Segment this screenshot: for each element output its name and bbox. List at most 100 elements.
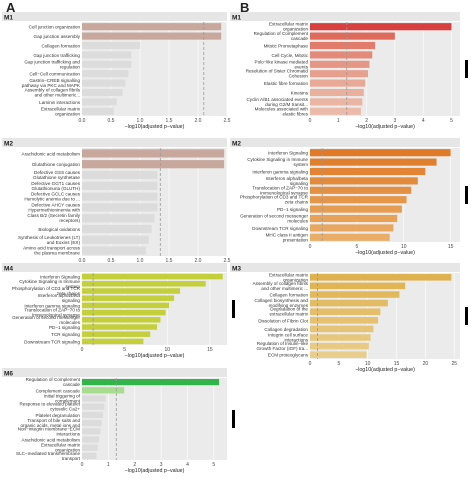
x-axis-label: −log10(adjusted p−value) xyxy=(125,124,185,130)
category-label: Translocation of ZAP−70 to Immunological … xyxy=(24,308,80,318)
category-label: Laminin interactions xyxy=(39,100,81,105)
bar xyxy=(82,428,101,435)
x-tick-label: 4 xyxy=(186,462,189,468)
category-label: Cytokine Signaling in Immune system xyxy=(247,157,308,167)
bar xyxy=(310,32,395,40)
category-label: Elastic fibre formation xyxy=(264,81,309,86)
x-tick-label: 25 xyxy=(451,361,457,367)
category-label: PD−1 signaling xyxy=(49,325,80,330)
bar xyxy=(310,158,437,166)
x-tick-label: 3 xyxy=(160,462,163,468)
bar xyxy=(310,79,366,87)
x-tick-label: 5 xyxy=(450,118,453,124)
panel-title: M4 xyxy=(4,266,13,273)
bar xyxy=(82,444,98,451)
bar xyxy=(82,41,140,50)
panel-title: M6 xyxy=(4,371,13,378)
x-tick-label: 5 xyxy=(212,462,215,468)
bar xyxy=(310,351,367,358)
bar xyxy=(82,98,117,106)
category-label: Biological oxidations xyxy=(38,227,80,232)
x-tick-label: 5 xyxy=(123,347,126,353)
color-legend-bar xyxy=(465,307,468,325)
bar xyxy=(310,282,406,290)
category-label: Interferon alpha/beta signaling xyxy=(266,176,309,186)
category-label: Platelet degranulation xyxy=(36,413,81,418)
chart-panel-7: M3 Extracellular matrix organizationAssemb… xyxy=(230,263,468,373)
panel-title: M2 xyxy=(232,141,241,148)
bar xyxy=(82,378,220,386)
bar xyxy=(310,149,451,157)
category-label: Gap junction trafficking and regulation xyxy=(24,59,80,69)
panel-title: M1 xyxy=(232,15,241,22)
category-label: Class B/2 (Secretin family receptors) xyxy=(27,213,80,223)
bar xyxy=(310,60,370,68)
bar xyxy=(82,387,125,394)
x-axis-label: −log10(adjusted p−value) xyxy=(355,250,415,256)
category-label: Kinesins xyxy=(291,91,309,96)
bar xyxy=(82,32,222,40)
bar xyxy=(82,273,223,280)
category-label: Collagen formation xyxy=(41,44,80,49)
bar xyxy=(310,23,452,31)
x-tick-label: 1 xyxy=(107,462,110,468)
bar xyxy=(310,317,379,324)
panel-title-strip xyxy=(230,263,460,272)
x-axis-label: −log10(adjusted p−value) xyxy=(355,367,415,373)
bar xyxy=(82,302,169,309)
bar xyxy=(310,308,381,315)
color-legend-bar xyxy=(232,410,235,428)
bar xyxy=(82,419,102,427)
category-label: Assembly of collagen fibrils and other mu… xyxy=(253,281,309,291)
x-tick-label: 0.0 xyxy=(79,258,86,264)
bar xyxy=(82,331,151,337)
x-tick-label: 2.0 xyxy=(195,258,202,264)
category-label: TCR signaling xyxy=(51,332,80,337)
x-tick-label: 1.5 xyxy=(166,258,173,264)
panel-title-strip xyxy=(2,368,227,377)
category-label: Defective GGT1 causes Glutathionuria (GLU… xyxy=(31,181,80,191)
bar xyxy=(82,246,146,255)
bar xyxy=(82,452,97,460)
category-label: Cyclin A/B1 associated events during G2/M… xyxy=(246,97,308,107)
x-tick-label: 3 xyxy=(394,118,397,124)
category-label: Integrin cell surface interactions xyxy=(268,333,309,343)
bar xyxy=(310,342,369,350)
x-tick-label: 5 xyxy=(355,244,358,250)
category-label: Extracellular matrix organization xyxy=(269,22,309,32)
category-label: Cell Cycle, Mitotic xyxy=(271,53,308,58)
category-label: Regulation of Insulin−like Growth Factor … xyxy=(256,341,308,351)
x-tick-label: 0.5 xyxy=(108,258,115,264)
category-label: Degradation of the extracellular matrix xyxy=(269,307,308,317)
x-tick-label: 15 xyxy=(448,244,454,250)
bar xyxy=(82,224,152,234)
category-label: Regulation of Complement cascade xyxy=(26,377,81,387)
bar xyxy=(82,23,222,31)
category-label: Glutathione conjugation xyxy=(32,162,81,167)
category-label: Extracellular matrix organization xyxy=(269,272,309,282)
category-label: Defective GCLC causes Hemolytic anemia du… xyxy=(24,192,80,202)
panel-title-strip xyxy=(2,12,227,21)
category-label: Interferon Signaling xyxy=(40,275,80,280)
panel-title: M1 xyxy=(4,15,13,22)
chart-panel-2: M2 Arachidonic acid metabolism Glutathione… xyxy=(2,138,231,270)
bar xyxy=(310,299,388,307)
category-label: Synthesis of Leukotrienes (LT) and Eoxins… xyxy=(18,235,80,245)
x-tick-label: 0.0 xyxy=(79,118,86,124)
x-tick-label: 4 xyxy=(422,118,425,124)
x-axis-label: −log10(adjusted p−value) xyxy=(355,124,415,130)
bar xyxy=(310,205,402,213)
category-label: SLC−mediated transmembrane transport xyxy=(16,451,81,461)
bar xyxy=(82,51,132,59)
x-tick-label: 1 xyxy=(337,118,340,124)
bar xyxy=(310,334,371,341)
bar xyxy=(82,70,129,78)
category-label: Response to elevated platelet cytosolic C… xyxy=(19,402,80,412)
bar xyxy=(310,214,398,223)
category-label: Gap junction trafficking xyxy=(33,53,80,58)
bar xyxy=(82,79,126,87)
category-label: PD−1 signaling xyxy=(277,207,308,212)
panel-title-strip xyxy=(2,138,227,147)
category-label: Non−integrin membrane−ECM interactions xyxy=(18,426,81,436)
